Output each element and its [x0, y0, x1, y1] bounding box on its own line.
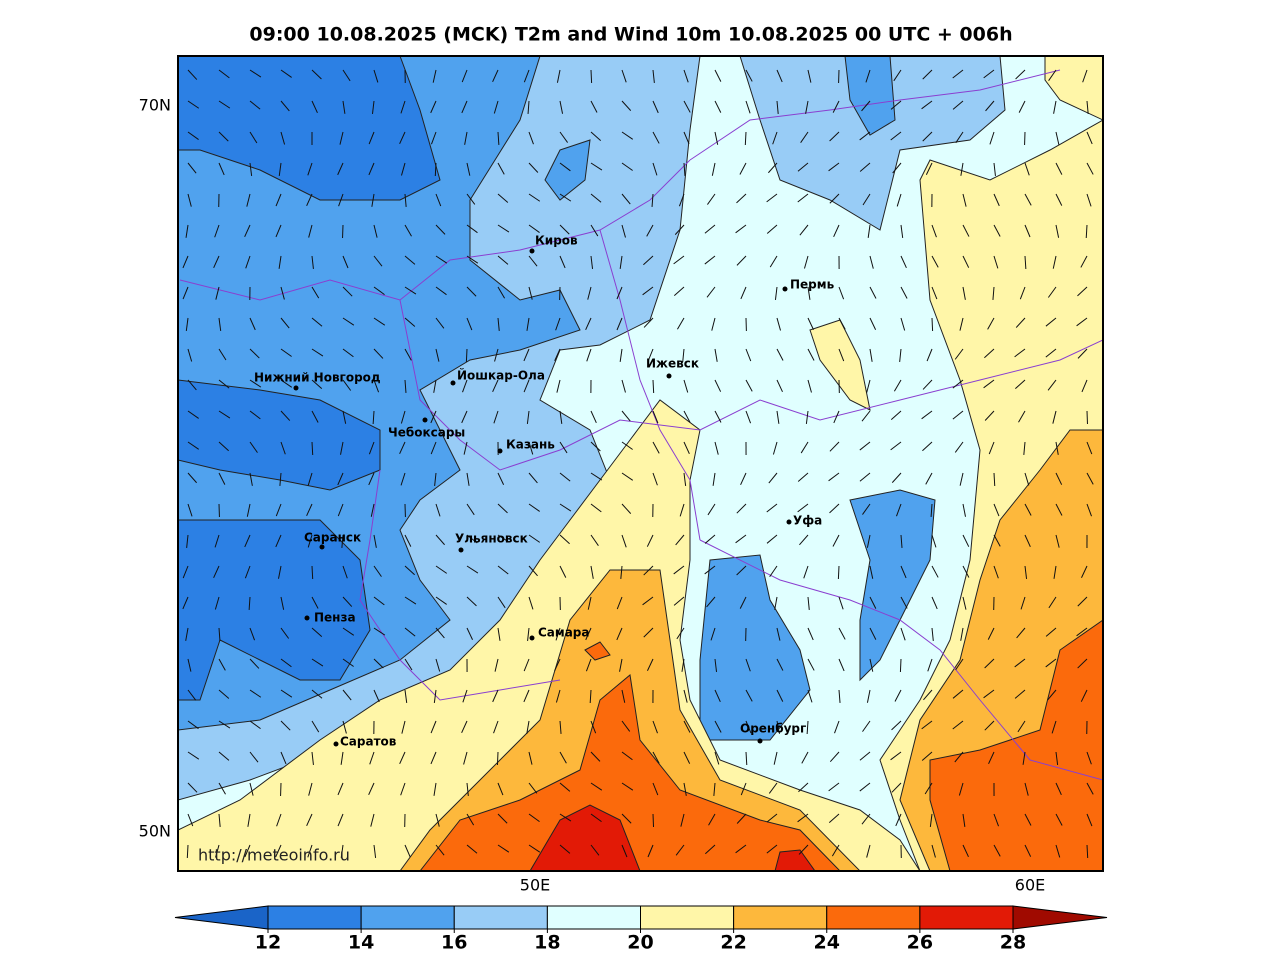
wind-barb: [466, 349, 467, 362]
city-marker: [294, 386, 299, 391]
city-label: Йошкар-Ола: [457, 368, 545, 383]
colorbar-segment: [454, 906, 547, 929]
lat-label: 70N: [139, 96, 171, 115]
city-marker: [667, 374, 672, 379]
city-marker: [334, 742, 339, 747]
city-label: Самара: [538, 626, 590, 640]
map: [178, 56, 1103, 871]
colorbar-tick-label: 24: [814, 932, 840, 954]
wind-barb: [312, 442, 313, 455]
city-label: Ижевск: [646, 357, 699, 371]
wind-barb: [497, 752, 498, 765]
colorbar-extend: [175, 906, 268, 929]
city-label: Саратов: [340, 735, 397, 749]
city-label: Казань: [506, 438, 555, 452]
lon-label: 60E: [1015, 876, 1045, 895]
colorbar-segment: [920, 906, 1013, 929]
city-marker: [451, 381, 456, 386]
colorbar-tick-label: 12: [255, 932, 281, 954]
city-marker: [423, 418, 428, 423]
wind-barb: [591, 70, 592, 83]
colorbar-tick-label: 26: [907, 932, 933, 954]
city-label: Нижний Новгород: [254, 371, 381, 385]
city-marker: [783, 287, 788, 292]
city-marker: [530, 636, 535, 641]
wind-barb: [838, 566, 839, 579]
wind-barb: [932, 318, 933, 331]
wind-barb: [653, 380, 654, 393]
lon-label: 50E: [520, 876, 550, 895]
colorbar-tick-label: 16: [441, 932, 467, 954]
city-label: Пенза: [314, 611, 356, 625]
city-label: Киров: [535, 234, 578, 248]
city-label: Ульяновск: [455, 532, 528, 546]
colorbar-tick-label: 28: [1000, 932, 1026, 954]
colorbar-segment: [641, 906, 734, 929]
city-label: Чебоксары: [388, 426, 465, 440]
lat-label: 50N: [139, 822, 171, 841]
city-marker: [320, 545, 325, 550]
wind-barb: [312, 566, 313, 579]
credit: http://meteoinfo.ru: [198, 846, 350, 865]
city-marker: [530, 249, 535, 254]
city-marker: [305, 616, 310, 621]
city-marker: [787, 520, 792, 525]
wind-barb: [435, 163, 436, 176]
wind-barb: [1087, 845, 1088, 858]
title: 09:00 10.08.2025 (MCK) T2m and Wind 10m …: [249, 24, 1012, 46]
city-label: Уфа: [793, 514, 822, 528]
wind-barb: [900, 659, 901, 672]
wind-barb: [653, 814, 654, 827]
city-marker: [758, 739, 763, 744]
colorbar: 12 14 16 18 20 22 24 26 28: [175, 906, 1107, 954]
city-label: Саранск: [304, 531, 361, 545]
wind-barb: [745, 132, 746, 145]
colorbar-segment: [547, 906, 640, 929]
colorbar-segment: [361, 906, 454, 929]
city-label: Пермь: [790, 278, 835, 292]
colorbar-segment: [268, 906, 361, 929]
colorbar-segment: [827, 906, 920, 929]
colorbar-tick-label: 18: [534, 932, 560, 954]
colorbar-tick-label: 22: [720, 932, 746, 954]
city-marker: [498, 449, 503, 454]
wind-barb: [187, 845, 188, 858]
colorbar-tick-label: 14: [348, 932, 374, 954]
colorbar-extend: [1013, 906, 1107, 929]
colorbar-segment: [734, 906, 827, 929]
city-label: Оренбург: [740, 722, 806, 736]
colorbar-tick-label: 20: [627, 932, 653, 954]
city-marker: [459, 548, 464, 553]
